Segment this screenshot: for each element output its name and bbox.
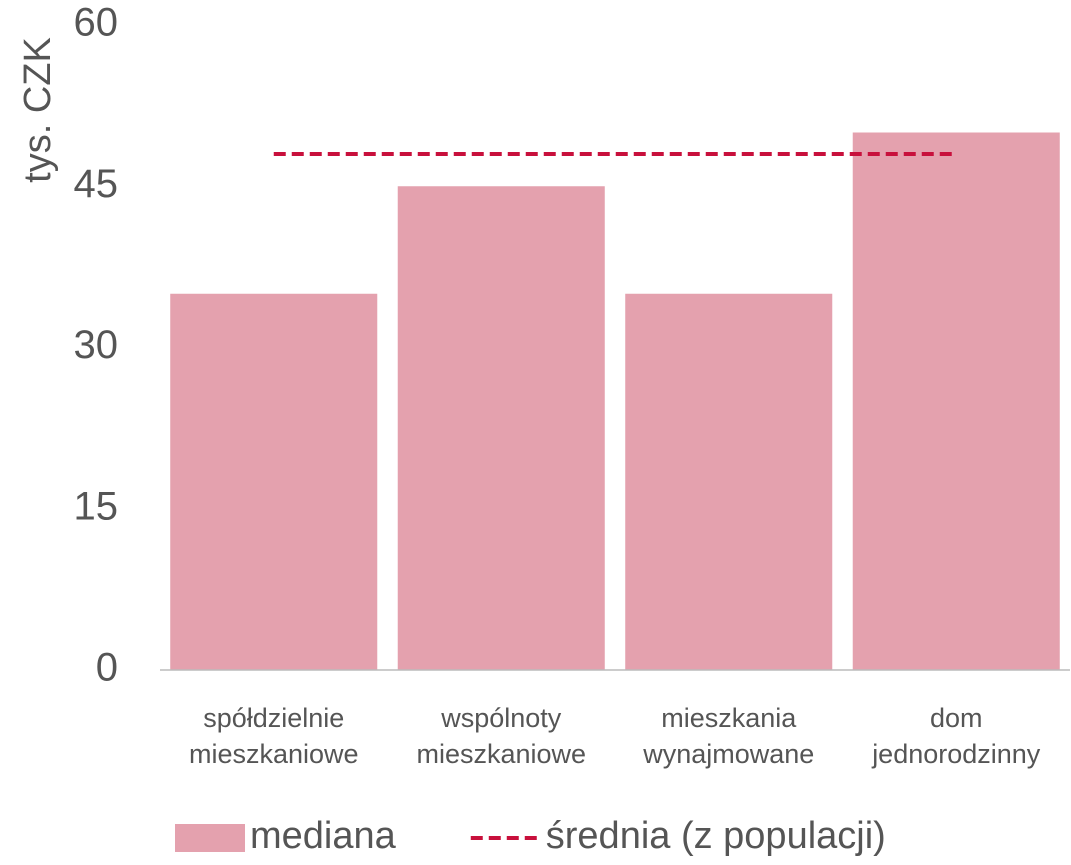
x-tick-label: wspólnoty [440, 703, 562, 733]
bar [852, 132, 1060, 670]
x-tick-label: dom [930, 703, 983, 733]
y-tick-label: 60 [74, 1, 119, 45]
y-tick-label: 0 [96, 646, 118, 690]
x-tick-label: mieszkania [661, 703, 797, 733]
legend-label: średnia (z populacji) [546, 815, 886, 857]
y-tick-label: 15 [74, 484, 119, 528]
y-tick-label: 30 [74, 323, 119, 367]
y-axis-label: tys. CZK [17, 37, 59, 183]
bar [397, 186, 605, 670]
legend-label: mediana [250, 815, 397, 857]
x-tick-label: mieszkaniowe [416, 739, 586, 769]
x-tick-label: jednorodzinny [871, 739, 1041, 769]
y-tick-label: 45 [74, 162, 119, 206]
bar [170, 293, 378, 670]
x-tick-label: mieszkaniowe [189, 739, 359, 769]
x-tick-label: wynajmowane [642, 739, 814, 769]
x-tick-label: spółdzielnie [203, 703, 344, 733]
bar [625, 293, 833, 670]
legend-swatch [175, 824, 245, 852]
